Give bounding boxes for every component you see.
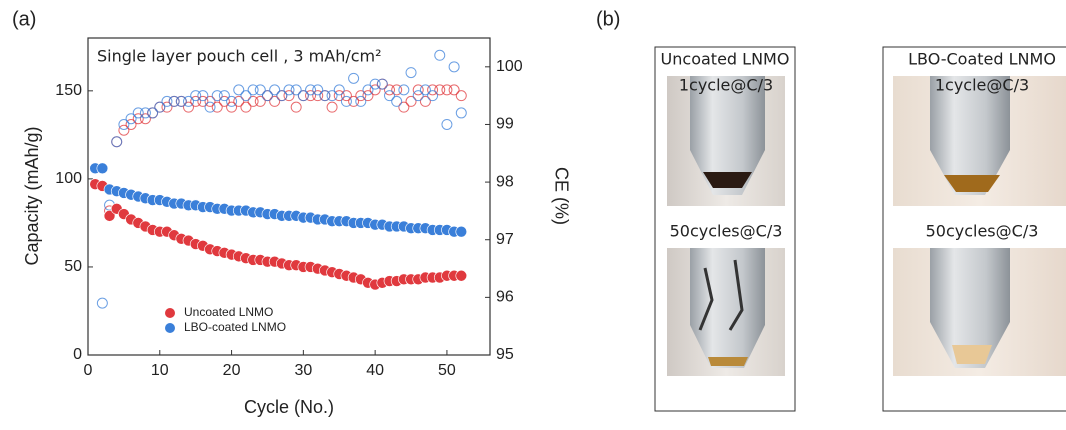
y-tick-label: 100 xyxy=(55,170,82,187)
ce-point xyxy=(184,96,194,106)
y-tick-label: 150 xyxy=(55,82,82,99)
x-tick-label: 20 xyxy=(223,362,241,379)
ce-point xyxy=(112,137,122,147)
x-axis-label: Cycle (No.) xyxy=(244,397,334,417)
ce-point xyxy=(126,114,136,124)
row-label: 1cycle@C/3 xyxy=(679,76,773,95)
ce-point xyxy=(140,114,150,124)
row-label: 1cycle@C/3 xyxy=(935,76,1029,95)
ce-point xyxy=(184,102,194,112)
ce-point xyxy=(399,85,409,95)
liquid xyxy=(708,357,748,366)
ce-point xyxy=(219,91,229,101)
ce-point xyxy=(341,91,351,101)
y2-tick-label: 99 xyxy=(496,116,514,133)
ce-point xyxy=(241,102,251,112)
ce-point xyxy=(406,68,416,78)
legend-marker xyxy=(165,308,175,318)
x-tick-label: 50 xyxy=(438,362,456,379)
y-tick-label: 0 xyxy=(73,346,82,363)
row-label: 50cycles@C/3 xyxy=(926,222,1039,241)
y2-tick-label: 98 xyxy=(496,173,514,190)
row-label: 50cycles@C/3 xyxy=(670,222,783,241)
ce-point xyxy=(413,91,423,101)
x-tick-label: 30 xyxy=(294,362,312,379)
ce-point xyxy=(349,73,359,83)
ce-point xyxy=(270,85,280,95)
ce-point xyxy=(234,85,244,95)
ce-point xyxy=(198,91,208,101)
ce-point xyxy=(442,119,452,129)
y2-axis-label: CE (%) xyxy=(551,167,571,225)
ce-point xyxy=(277,91,287,101)
legend-label: LBO-coated LNMO xyxy=(184,320,286,334)
ce-point xyxy=(119,119,129,129)
ce-point xyxy=(456,91,466,101)
x-tick-label: 40 xyxy=(366,362,384,379)
ce-point xyxy=(291,85,301,95)
ce-point xyxy=(298,91,308,101)
ce-point xyxy=(435,50,445,60)
ce-point xyxy=(385,91,395,101)
ce-point xyxy=(428,91,438,101)
column-title: Uncoated LNMO xyxy=(661,50,790,69)
y2-tick-label: 97 xyxy=(496,231,514,248)
panel-label: (a) xyxy=(12,8,36,30)
ce-point xyxy=(205,96,215,106)
ce-point xyxy=(327,102,337,112)
annotation: Single layer pouch cell , 3 mAh/cm² xyxy=(97,47,382,66)
ce-point xyxy=(270,96,280,106)
ce-point xyxy=(119,125,129,135)
capacity-point xyxy=(456,226,467,237)
ce-point xyxy=(363,85,373,95)
ce-point xyxy=(363,91,373,101)
ce-point xyxy=(341,96,351,106)
y-tick-label: 50 xyxy=(64,258,82,275)
ce-point xyxy=(227,96,237,106)
ce-point xyxy=(262,91,272,101)
ce-point xyxy=(399,102,409,112)
y2-tick-label: 95 xyxy=(496,346,514,363)
ce-point xyxy=(406,96,416,106)
ce-point xyxy=(155,102,165,112)
ce-point xyxy=(255,96,265,106)
legend-label: Uncoated LNMO xyxy=(184,305,273,319)
capacity-point xyxy=(97,163,108,174)
ce-point xyxy=(449,85,459,95)
ce-point xyxy=(456,108,466,118)
y2-tick-label: 96 xyxy=(496,289,514,306)
ce-point xyxy=(255,85,265,95)
capacity-point xyxy=(456,270,467,281)
ce-point xyxy=(313,85,323,95)
x-tick-label: 0 xyxy=(84,362,93,379)
ce-point xyxy=(227,102,237,112)
y-axis-label: Capacity (mAh/g) xyxy=(22,126,42,265)
ce-point xyxy=(291,102,301,112)
x-tick-label: 10 xyxy=(151,362,169,379)
ce-point xyxy=(205,102,215,112)
ce-point xyxy=(97,298,107,308)
ce-point xyxy=(420,85,430,95)
figure: (a) (b) Uncoated LNMO 1cycle@C/3 50cycle… xyxy=(0,0,1066,425)
ce-point xyxy=(377,79,387,89)
ce-point xyxy=(334,85,344,95)
legend-marker xyxy=(165,323,175,333)
liquid xyxy=(952,345,992,364)
column-title: LBO-Coated LNMO xyxy=(908,50,1056,69)
ce-point xyxy=(327,91,337,101)
panel-label: (b) xyxy=(596,8,620,30)
ce-point xyxy=(449,62,459,72)
ce-point xyxy=(356,96,366,106)
y2-tick-label: 100 xyxy=(496,58,523,75)
ce-point xyxy=(241,91,251,101)
ce-point xyxy=(392,96,402,106)
ce-point xyxy=(148,108,158,118)
ce-point xyxy=(420,96,430,106)
